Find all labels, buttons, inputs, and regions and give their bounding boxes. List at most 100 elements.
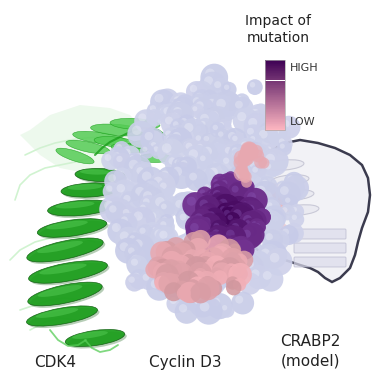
Circle shape: [243, 188, 268, 213]
Circle shape: [177, 252, 201, 277]
Circle shape: [176, 157, 190, 171]
Circle shape: [168, 255, 192, 279]
Circle shape: [234, 244, 241, 251]
Circle shape: [195, 222, 200, 228]
Circle shape: [241, 180, 255, 194]
Circle shape: [278, 210, 286, 219]
Circle shape: [171, 195, 188, 212]
Circle shape: [214, 247, 235, 268]
Circle shape: [173, 267, 197, 290]
Text: Impact of
mutation: Impact of mutation: [245, 14, 311, 45]
Circle shape: [146, 109, 163, 126]
Circle shape: [149, 112, 155, 118]
Circle shape: [214, 194, 237, 217]
Circle shape: [198, 142, 224, 168]
Circle shape: [243, 145, 257, 159]
Circle shape: [144, 181, 159, 196]
Bar: [265, 126, 285, 127]
Bar: [265, 129, 285, 130]
Circle shape: [151, 144, 166, 159]
Circle shape: [158, 201, 174, 217]
Bar: [265, 99, 285, 100]
Circle shape: [192, 167, 216, 191]
Circle shape: [267, 204, 283, 220]
Circle shape: [231, 236, 252, 257]
Circle shape: [239, 201, 258, 220]
Circle shape: [128, 248, 135, 254]
Circle shape: [112, 223, 121, 232]
Circle shape: [253, 104, 268, 119]
Circle shape: [212, 270, 227, 285]
Circle shape: [228, 243, 241, 256]
Circle shape: [138, 187, 164, 212]
Circle shape: [215, 253, 220, 258]
Circle shape: [158, 272, 167, 281]
Circle shape: [225, 225, 237, 237]
Circle shape: [161, 251, 183, 273]
Bar: [265, 64, 285, 65]
Circle shape: [237, 197, 262, 222]
Circle shape: [201, 90, 218, 108]
Circle shape: [159, 252, 167, 260]
Circle shape: [222, 225, 238, 242]
Circle shape: [214, 81, 221, 88]
Circle shape: [268, 201, 278, 210]
Circle shape: [184, 276, 189, 282]
Circle shape: [212, 202, 217, 207]
Circle shape: [204, 136, 209, 141]
Circle shape: [261, 222, 279, 239]
Circle shape: [224, 209, 228, 213]
Circle shape: [246, 220, 250, 225]
Circle shape: [243, 225, 257, 239]
Circle shape: [166, 102, 192, 128]
Circle shape: [210, 142, 231, 163]
Bar: [265, 118, 285, 119]
Circle shape: [234, 240, 255, 260]
Circle shape: [184, 145, 211, 171]
Circle shape: [244, 210, 267, 232]
Circle shape: [241, 141, 249, 149]
Circle shape: [213, 227, 232, 246]
Circle shape: [282, 120, 290, 128]
Bar: [265, 86, 285, 87]
Ellipse shape: [61, 183, 119, 197]
Circle shape: [254, 157, 259, 162]
Circle shape: [266, 233, 273, 240]
Circle shape: [198, 192, 216, 210]
Circle shape: [170, 118, 186, 135]
Circle shape: [213, 142, 222, 152]
Circle shape: [201, 133, 217, 149]
Circle shape: [279, 138, 285, 144]
Circle shape: [233, 266, 248, 282]
Circle shape: [154, 272, 173, 290]
Ellipse shape: [48, 200, 112, 216]
Circle shape: [204, 163, 230, 189]
Circle shape: [183, 275, 202, 294]
Circle shape: [250, 82, 255, 87]
Circle shape: [123, 209, 129, 216]
Circle shape: [248, 251, 270, 273]
Circle shape: [112, 150, 119, 158]
Circle shape: [211, 243, 234, 266]
Circle shape: [184, 123, 194, 132]
Circle shape: [174, 269, 192, 287]
Circle shape: [248, 213, 256, 221]
Circle shape: [243, 230, 251, 238]
Circle shape: [240, 141, 258, 158]
Circle shape: [197, 209, 204, 216]
Circle shape: [154, 259, 173, 278]
Bar: [265, 95, 285, 96]
Circle shape: [220, 180, 227, 188]
Circle shape: [169, 103, 194, 128]
Bar: [265, 82, 285, 83]
Circle shape: [164, 282, 183, 301]
Circle shape: [256, 244, 282, 270]
Circle shape: [211, 197, 219, 205]
Circle shape: [277, 141, 292, 156]
Circle shape: [279, 204, 295, 220]
Circle shape: [250, 109, 260, 118]
Circle shape: [208, 240, 216, 248]
Circle shape: [237, 258, 244, 266]
Circle shape: [176, 196, 183, 203]
Bar: [265, 101, 285, 102]
